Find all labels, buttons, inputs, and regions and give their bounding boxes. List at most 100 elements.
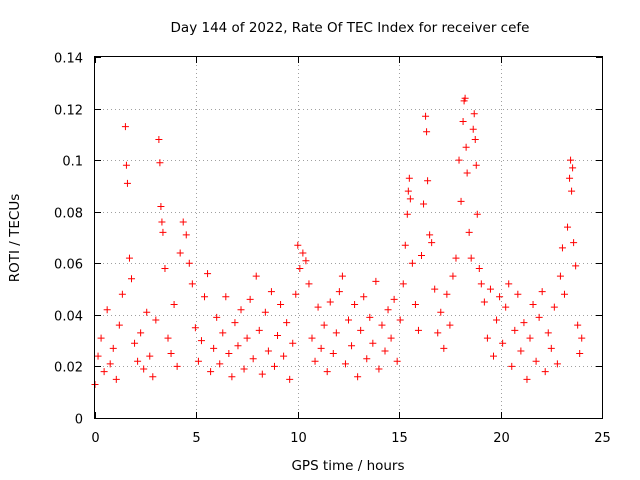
data-point bbox=[216, 360, 224, 368]
data-point bbox=[431, 285, 439, 293]
y-tick-labels: 0 0.02 0.04 0.06 0.08 0.1 0.12 0.14 bbox=[54, 52, 83, 428]
data-point bbox=[529, 301, 537, 309]
data-point bbox=[396, 316, 404, 324]
data-point bbox=[558, 244, 566, 252]
data-point bbox=[462, 143, 470, 151]
data-point bbox=[568, 187, 576, 195]
data-point bbox=[134, 357, 142, 365]
data-point bbox=[305, 280, 313, 288]
data-point bbox=[191, 324, 199, 332]
data-point bbox=[277, 301, 285, 309]
data-point bbox=[164, 334, 172, 342]
data-point bbox=[553, 360, 561, 368]
data-point bbox=[335, 288, 343, 296]
data-point bbox=[345, 316, 352, 324]
data-point bbox=[426, 231, 434, 239]
x-tick-label: 20 bbox=[493, 431, 510, 446]
y-tick-label: 0.08 bbox=[54, 207, 83, 222]
data-point bbox=[228, 373, 236, 381]
data-point bbox=[261, 308, 269, 316]
data-point bbox=[179, 218, 187, 226]
data-point bbox=[258, 370, 266, 378]
data-point bbox=[469, 125, 477, 133]
data-point bbox=[185, 259, 193, 267]
data-point bbox=[387, 334, 395, 342]
data-point bbox=[146, 352, 154, 360]
data-point bbox=[390, 295, 398, 303]
data-point bbox=[465, 228, 473, 236]
data-point bbox=[455, 156, 463, 164]
data-point bbox=[517, 347, 525, 355]
data-point bbox=[570, 239, 578, 247]
data-point bbox=[574, 321, 582, 329]
data-point bbox=[406, 195, 414, 203]
data-point bbox=[299, 249, 307, 257]
data-point bbox=[311, 357, 319, 365]
data-point bbox=[115, 321, 123, 329]
data-point bbox=[572, 262, 580, 270]
data-point bbox=[452, 254, 460, 262]
data-point bbox=[294, 241, 302, 249]
data-point bbox=[332, 329, 340, 337]
data-point bbox=[182, 231, 190, 239]
x-tick-labels: 0 5 10 15 20 25 bbox=[91, 431, 610, 446]
data-point bbox=[308, 334, 316, 342]
data-point bbox=[194, 357, 202, 365]
data-point bbox=[222, 293, 230, 301]
data-point bbox=[317, 344, 325, 352]
data-point bbox=[219, 329, 227, 337]
data-point bbox=[326, 298, 334, 306]
data-point bbox=[234, 342, 242, 350]
data-point bbox=[578, 334, 586, 342]
data-point bbox=[140, 365, 148, 373]
data-point bbox=[249, 355, 257, 363]
data-point bbox=[213, 313, 221, 321]
data-point bbox=[399, 280, 407, 288]
data-point bbox=[405, 174, 413, 182]
data-point bbox=[463, 169, 471, 177]
data-point bbox=[532, 357, 540, 365]
x-tick-label: 10 bbox=[290, 431, 307, 446]
chart-title: Day 144 of 2022, Rate Of TEC Index for r… bbox=[171, 20, 530, 36]
data-point bbox=[97, 334, 105, 342]
data-point bbox=[477, 280, 485, 288]
data-point bbox=[544, 329, 552, 337]
data-point bbox=[408, 259, 416, 267]
data-point bbox=[240, 365, 248, 373]
data-point bbox=[143, 308, 151, 316]
data-point bbox=[155, 136, 163, 144]
y-tick-label: 0 bbox=[75, 413, 83, 428]
data-point bbox=[246, 295, 254, 303]
data-points bbox=[91, 94, 586, 388]
y-tick-label: 0.12 bbox=[54, 104, 83, 119]
data-point bbox=[103, 306, 111, 314]
data-point bbox=[569, 164, 577, 172]
data-point bbox=[423, 128, 431, 136]
data-point bbox=[457, 197, 465, 205]
data-point bbox=[329, 350, 337, 358]
data-point bbox=[496, 293, 504, 301]
data-point bbox=[541, 368, 549, 376]
data-point bbox=[486, 285, 494, 293]
data-point bbox=[112, 375, 120, 383]
data-point bbox=[159, 228, 167, 236]
data-point bbox=[323, 368, 331, 376]
data-point bbox=[403, 210, 411, 218]
data-point bbox=[420, 200, 428, 208]
data-point bbox=[520, 319, 528, 327]
data-point bbox=[576, 350, 584, 358]
data-point bbox=[201, 293, 209, 301]
plot-frame bbox=[94, 56, 603, 419]
data-point bbox=[121, 123, 129, 131]
data-point bbox=[210, 344, 218, 352]
data-point bbox=[225, 350, 233, 358]
data-point bbox=[100, 368, 108, 376]
data-point bbox=[560, 290, 568, 298]
y-tick-label: 0.02 bbox=[54, 361, 83, 376]
data-point bbox=[428, 239, 436, 247]
data-point bbox=[418, 252, 426, 260]
y-tick-label: 0.04 bbox=[54, 310, 83, 325]
data-point bbox=[401, 241, 409, 249]
x-tick-label: 5 bbox=[192, 431, 200, 446]
data-point bbox=[302, 257, 310, 265]
